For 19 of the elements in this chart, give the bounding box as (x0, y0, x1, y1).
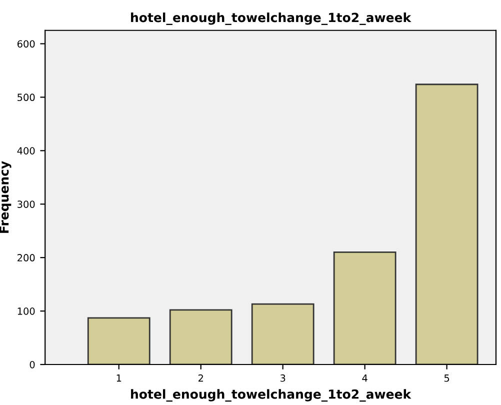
bar (169, 309, 232, 364)
y-tick-label: 100 (18, 308, 35, 315)
x-tick-label: 2 (198, 374, 203, 382)
x-axis-title: hotel_enough_towelchange_1to2_aweek (131, 389, 412, 402)
y-tick-label: 300 (18, 200, 35, 208)
x-tick-label: 3 (280, 374, 286, 382)
bar (415, 84, 478, 364)
x-tick-label: 1 (116, 374, 122, 382)
y-tick-label: 400 (17, 147, 35, 154)
y-tick-label: 500 (18, 94, 35, 102)
bar (87, 317, 150, 364)
bar (333, 252, 396, 364)
y-tick-label: 600 (17, 40, 35, 48)
chart-title: hotel_enough_towelchange_1to2_aweek (131, 12, 412, 25)
y-tick-label: 0 (30, 360, 35, 368)
x-tick-label: 5 (444, 374, 450, 382)
x-tick-label: 4 (362, 374, 368, 382)
bar (251, 303, 314, 364)
y-tick-label: 200 (18, 254, 35, 262)
